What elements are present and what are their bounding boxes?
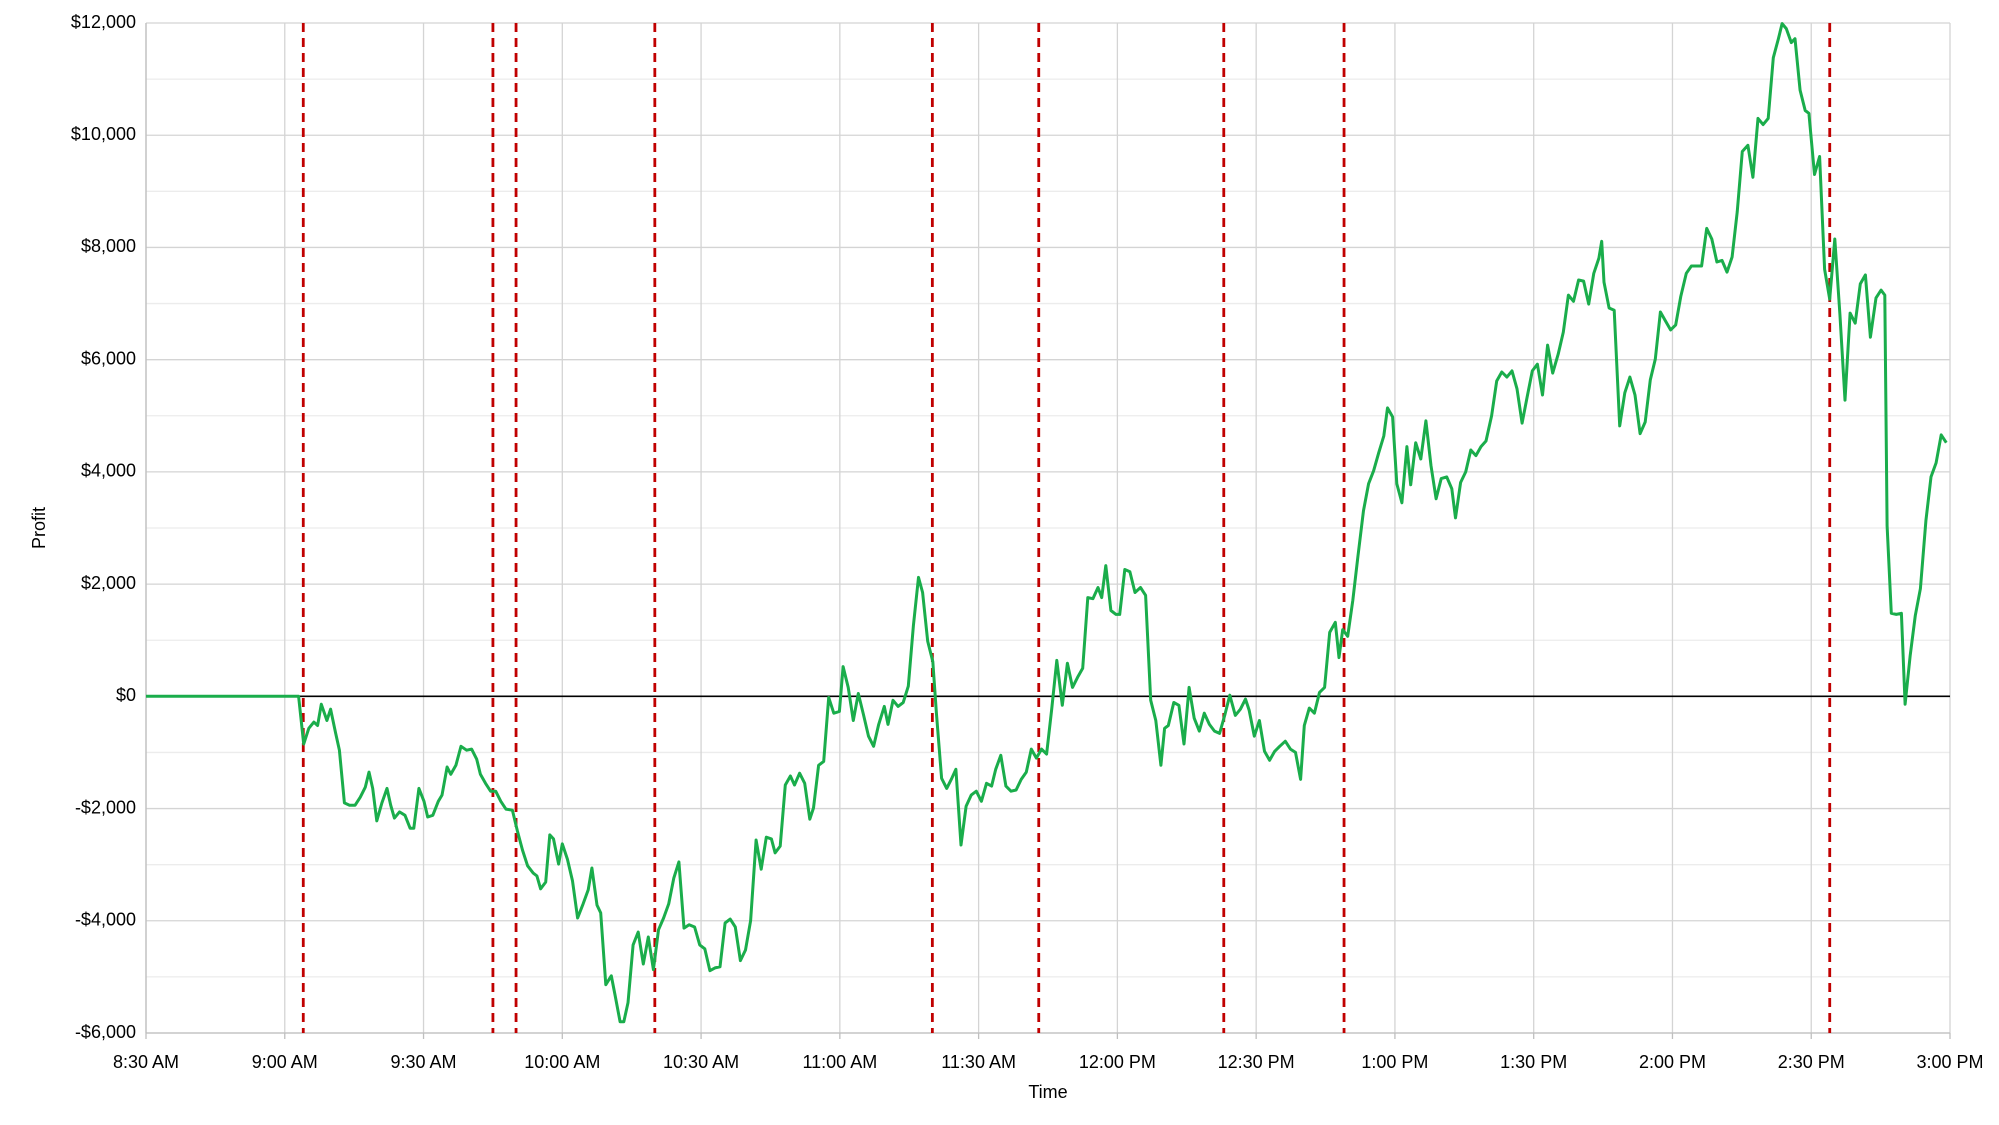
x-tick-label: 1:00 PM	[1361, 1052, 1428, 1072]
x-tick-label: 10:30 AM	[663, 1052, 739, 1072]
x-tick-label: 3:00 PM	[1916, 1052, 1983, 1072]
y-tick-label: $4,000	[81, 461, 136, 481]
y-tick-label: $8,000	[81, 236, 136, 256]
x-tick-label: 10:00 AM	[524, 1052, 600, 1072]
x-tick-label: 9:00 AM	[252, 1052, 318, 1072]
y-tick-label: $2,000	[81, 573, 136, 593]
x-tick-label: 11:00 AM	[802, 1052, 877, 1072]
y-tick-label: -$6,000	[75, 1022, 136, 1042]
x-tick-label: 2:30 PM	[1778, 1052, 1845, 1072]
x-tick-label: 8:30 AM	[113, 1052, 179, 1072]
x-tick-label: 9:30 AM	[391, 1052, 457, 1072]
x-tick-label: 2:00 PM	[1639, 1052, 1706, 1072]
y-tick-label: $0	[116, 685, 136, 705]
x-tick-label: 12:30 PM	[1218, 1052, 1295, 1072]
x-tick-label: 1:30 PM	[1500, 1052, 1567, 1072]
y-tick-label: $10,000	[71, 124, 136, 144]
x-tick-label: 11:30 AM	[941, 1052, 1016, 1072]
y-tick-label: $6,000	[81, 348, 136, 368]
y-tick-label: -$2,000	[75, 797, 136, 817]
x-tick-label: 12:00 PM	[1079, 1052, 1156, 1072]
y-tick-label: -$4,000	[75, 910, 136, 930]
profit-line	[146, 22, 1948, 1024]
x-axis-label: Time	[1028, 1082, 1067, 1102]
y-tick-label: $12,000	[71, 12, 136, 32]
y-axis-label: Profit	[29, 507, 49, 549]
